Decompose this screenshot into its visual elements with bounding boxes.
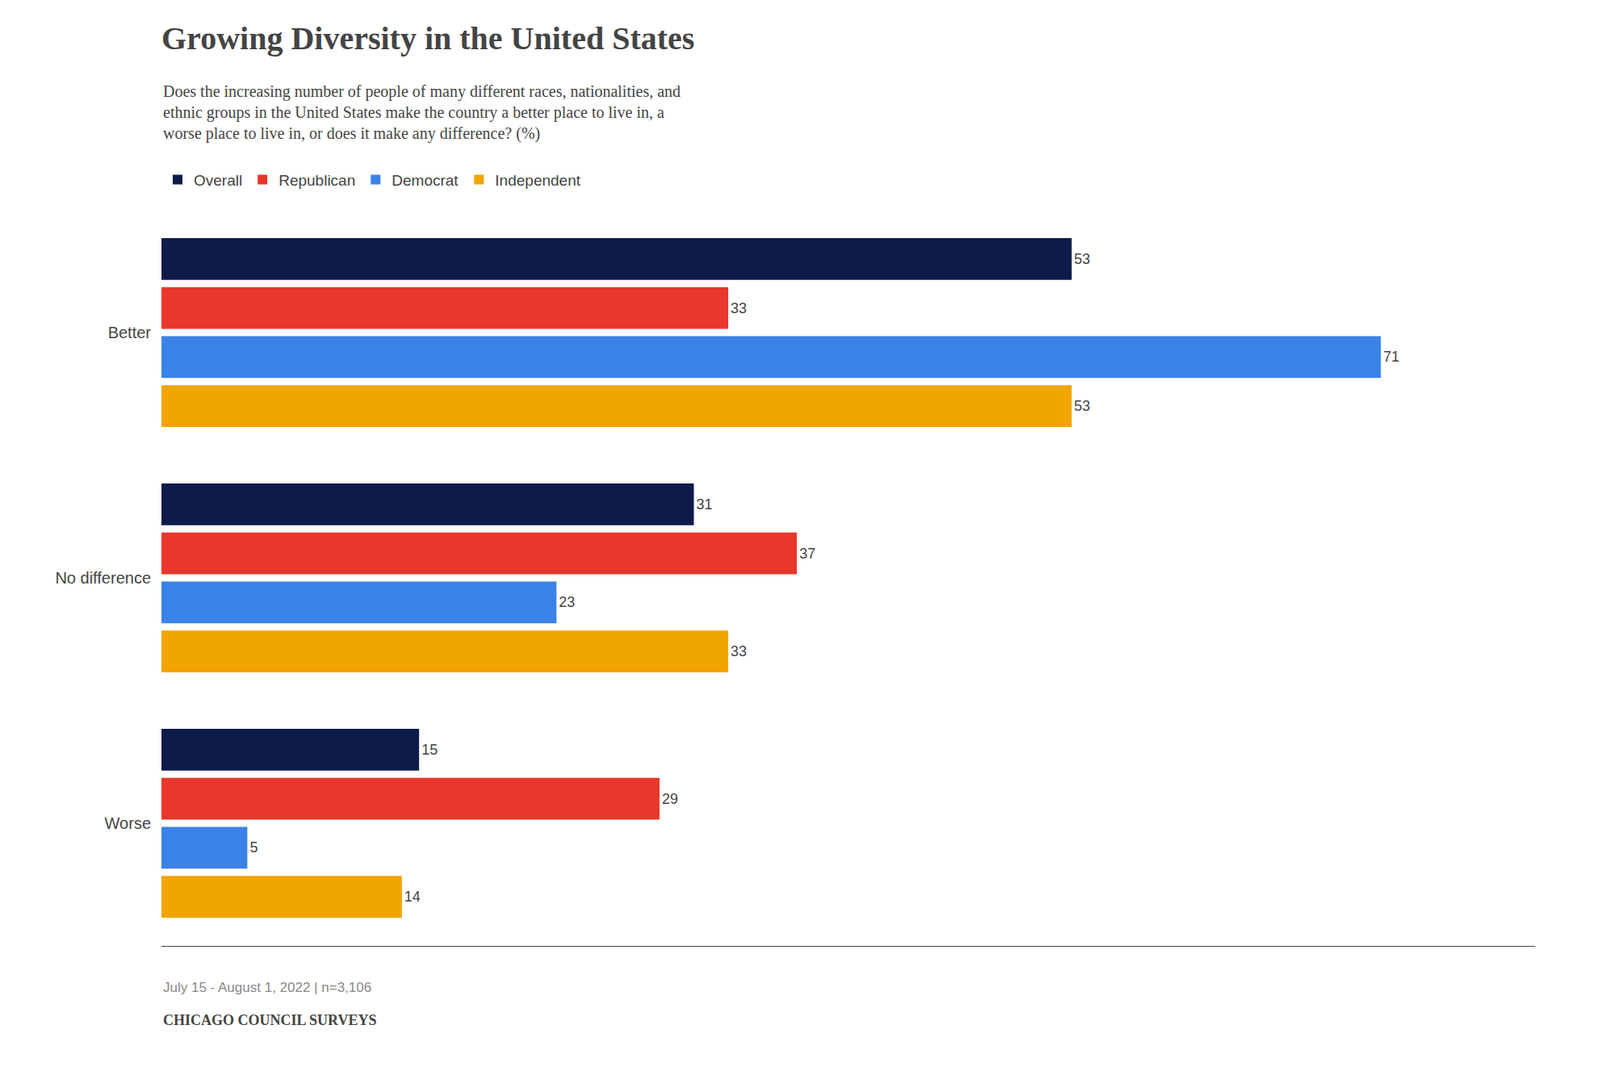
svg-text:14: 14: [404, 888, 421, 905]
svg-text:Growing Diversity in the Unite: Growing Diversity in the United States: [161, 20, 695, 57]
svg-text:53: 53: [1074, 251, 1091, 268]
svg-text:23: 23: [558, 594, 575, 611]
svg-text:71: 71: [1383, 348, 1400, 365]
svg-text:33: 33: [730, 300, 747, 317]
svg-text:53: 53: [1074, 397, 1091, 415]
svg-text:5: 5: [249, 839, 258, 856]
svg-text:Does the increasing number of: Does the increasing number of people of …: [163, 82, 681, 143]
svg-text:33: 33: [730, 643, 747, 660]
svg-text:Independent: Independent: [494, 171, 581, 189]
svg-text:31: 31: [696, 496, 713, 513]
svg-text:Overall: Overall: [193, 171, 243, 189]
svg-text:No difference: No difference: [54, 569, 151, 587]
svg-text:Democrat: Democrat: [391, 171, 459, 189]
svg-text:Better: Better: [108, 323, 152, 342]
svg-text:July 15 - August 1, 2022 | n=3: July 15 - August 1, 2022 | n=3,106: [163, 980, 372, 996]
svg-text:29: 29: [661, 791, 679, 808]
svg-text:Republican: Republican: [278, 171, 356, 189]
svg-text:37: 37: [799, 545, 816, 562]
svg-text:15: 15: [421, 741, 438, 759]
svg-text:CHICAGO COUNCIL SURVEYS: CHICAGO COUNCIL SURVEYS: [163, 1012, 377, 1029]
svg-text:Worse: Worse: [104, 814, 151, 833]
